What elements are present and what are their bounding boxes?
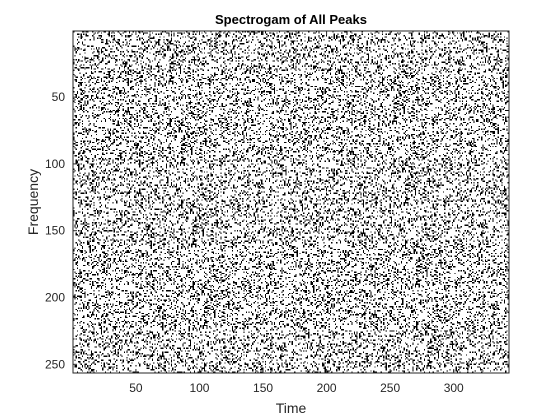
plot-area	[72, 30, 510, 374]
x-tick-label: 50	[129, 381, 143, 395]
y-tick-label: 100	[45, 157, 65, 171]
x-axis-label: Time	[276, 400, 307, 416]
chart-title: Spectrogam of All Peaks	[215, 12, 367, 27]
x-tick-label: 150	[253, 381, 273, 395]
y-tick-label: 150	[45, 224, 65, 238]
y-tick-label: 250	[45, 357, 65, 371]
y-tick-label: 200	[45, 291, 65, 305]
x-tick-label: 100	[189, 381, 209, 395]
peak-matrix	[73, 31, 509, 373]
axes-box	[72, 30, 510, 374]
peaks-layer	[73, 31, 509, 373]
x-tick-label: 250	[380, 381, 400, 395]
y-axis-label: Frequency	[25, 169, 41, 235]
y-tick-label: 50	[52, 90, 66, 104]
x-tick-label: 300	[444, 381, 464, 395]
y-axis-ticks: 50 100 150 200 250	[45, 90, 509, 371]
x-axis-ticks: 50 100 150 200 250 300	[129, 31, 464, 395]
x-tick-label: 200	[317, 381, 337, 395]
